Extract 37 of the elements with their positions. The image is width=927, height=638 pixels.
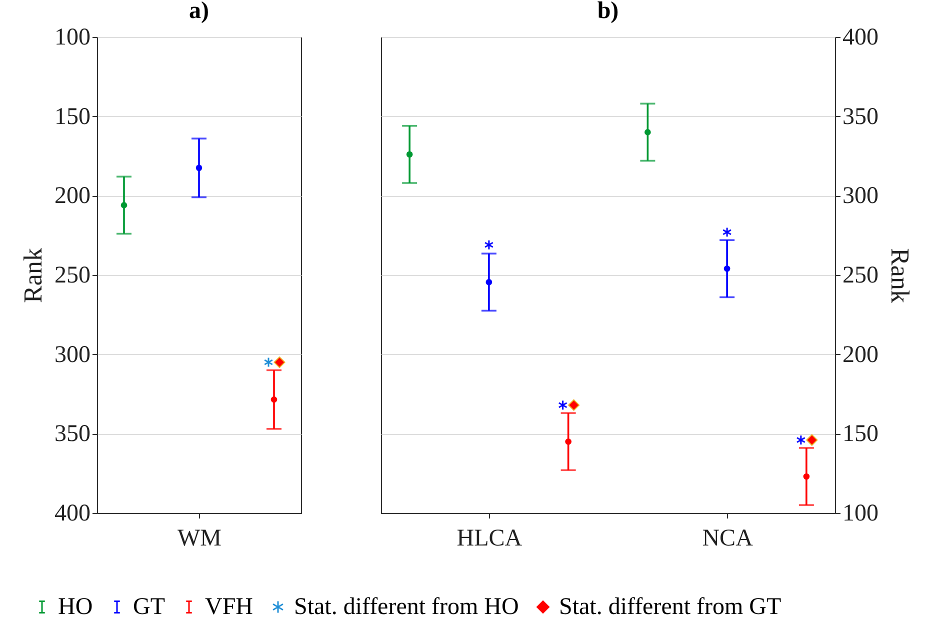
point (406, 151, 413, 158)
point (486, 278, 492, 286)
point (196, 164, 202, 172)
point (724, 266, 730, 272)
point (484, 240, 494, 250)
y2-tick-label: 400 (842, 24, 878, 50)
y2-tick-label: 350 (842, 104, 878, 130)
point (120, 202, 128, 208)
x-tick-label: HLCA (456, 526, 523, 552)
chart-title: a) (189, 0, 209, 24)
x-tick-label: NCA (702, 526, 754, 552)
legend-label: Stat. different from HO (294, 594, 519, 620)
y2-axis-title: Rank (886, 248, 914, 303)
point (565, 438, 572, 445)
y-tick-label: 100 (54, 24, 90, 50)
chart-title: b) (597, 0, 619, 24)
y-tick-label: 300 (54, 342, 90, 368)
legend-label: HO (58, 594, 93, 620)
y-tick-label: 250 (54, 262, 90, 288)
legend-label: GT (133, 594, 166, 620)
y2-tick-label: 250 (842, 262, 878, 288)
point (270, 396, 278, 403)
y2-tick-label: 200 (842, 342, 878, 368)
y-tick-label: 400 (54, 500, 90, 526)
point (803, 473, 810, 480)
y2-tick-label: 300 (842, 183, 878, 210)
y-axis-title: Rank (18, 248, 48, 303)
y2-tick-label: 150 (842, 421, 878, 448)
x-tick-label: WM (178, 526, 222, 552)
y2-tick-label: 100 (842, 500, 878, 526)
legend-label: VFH (205, 594, 254, 620)
y-tick-label: 350 (54, 421, 90, 448)
legend-label: Stat. different from GT (559, 594, 782, 620)
point (722, 226, 732, 238)
point (644, 129, 651, 136)
y-tick-label: 200 (54, 183, 90, 210)
y-tick-label: 150 (54, 104, 90, 130)
